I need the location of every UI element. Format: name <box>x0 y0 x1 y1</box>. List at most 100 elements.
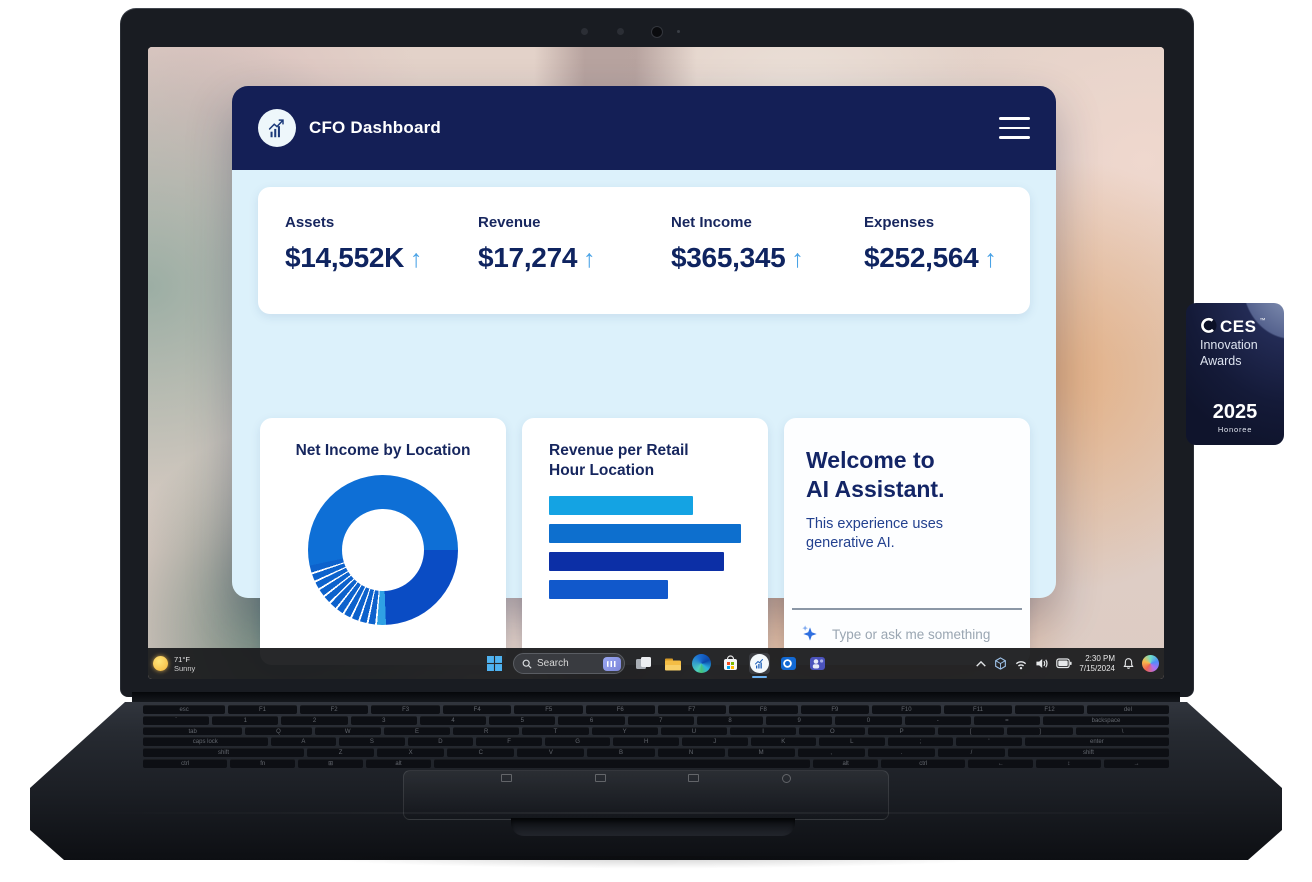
battery-icon[interactable] <box>1056 658 1073 669</box>
keyboard-key: ctrl <box>143 759 228 768</box>
sun-icon <box>153 656 168 671</box>
keyboard-key: S <box>339 737 405 747</box>
kpi-label: Net Income <box>671 214 752 231</box>
ces-logo-row: CES ™ <box>1200 317 1284 337</box>
touchpad-glyph-4 <box>782 774 792 783</box>
chart-growth-icon <box>268 119 284 138</box>
keyboard-key: K <box>750 737 817 747</box>
ai-title-line: AI Assistant. <box>806 476 945 502</box>
keyboard-row: ctrl fn ⊞ alt alt ctrl ← ↕ → <box>143 759 1170 768</box>
notification-bell-icon[interactable] <box>1122 657 1135 670</box>
keyboard-key: N <box>657 748 725 758</box>
edge-glyph <box>692 654 711 673</box>
laptop-shadow <box>150 856 1162 874</box>
cards-row: Net Income by Location Revenue per Retai… <box>260 418 1030 665</box>
window-title: CFO Dashboard <box>309 118 442 137</box>
taskbar: 71°F Sunny <box>148 648 1164 679</box>
touchpad-glyph-2 <box>594 774 606 782</box>
keyboard-key: 8 <box>696 715 764 725</box>
bar-segment <box>549 580 669 599</box>
kpi-revenue: Revenue $17,274 ↑ <box>451 214 644 274</box>
ai-title-line: Welcome to <box>806 447 935 473</box>
bar-chart-card: Revenue per Retail Hour Location <box>522 418 768 665</box>
keyboard-key: caps lock <box>143 737 268 747</box>
ai-input-field[interactable]: Type or ask me something <box>800 624 1020 644</box>
laptop-base: esc F1 F2 F3 F4 F5 F6 F7 F8 F9 F10 F11 F12 del ` 1 2 3 4 5 6… <box>30 702 1282 860</box>
keyboard-key: shift <box>143 748 305 758</box>
keyboard: esc F1 F2 F3 F4 F5 F6 F7 F8 F9 F10 F11 F12 del ` 1 2 3 4 5 6… <box>143 705 1170 768</box>
ces-logo-text: CES <box>1220 317 1257 336</box>
chart-title: Net Income by Location <box>295 442 471 459</box>
keyboard-key: U <box>660 726 727 736</box>
sparkle-icon <box>802 625 817 641</box>
trademark-symbol: ™ <box>1259 318 1266 324</box>
volume-icon[interactable] <box>1035 657 1049 670</box>
keyboard-key: F2 <box>299 705 369 714</box>
ces-award-badge: CES ™ Innovation Awards 2025 Honoree <box>1186 303 1284 445</box>
weather-widget[interactable]: 71°F Sunny <box>153 648 195 679</box>
keyboard-row: ` 1 2 3 4 5 6 7 8 9 0- = backspace <box>143 715 1169 725</box>
lid-open-notch <box>511 818 795 836</box>
teams-icon[interactable] <box>807 653 828 674</box>
keyboard-key: ← <box>968 759 1034 768</box>
keyboard-key: ; <box>887 737 954 747</box>
touch-keyboard-icon[interactable] <box>603 656 621 671</box>
up-arrow-icon: ↑ <box>410 245 423 273</box>
keyboard-key: F11 <box>943 705 1013 714</box>
keyboard-key: F4 <box>442 705 512 714</box>
kpi-label: Revenue <box>478 214 541 231</box>
system-tray: 2:30 PM 7/15/2024 <box>975 648 1159 679</box>
kpi-amount: $365,345 <box>671 242 786 273</box>
bar-segment <box>549 552 724 571</box>
weather-temp: 71°F <box>174 654 190 664</box>
keyboard-key: fn <box>230 759 296 768</box>
keyboard-key: 3 <box>350 715 417 725</box>
keyboard-key: F1 <box>228 705 297 714</box>
chevron-up-icon[interactable] <box>975 659 987 669</box>
keyboard-key: C <box>447 748 515 758</box>
clock-date: 7/15/2024 <box>1079 663 1115 673</box>
keyboard-key: del <box>1086 705 1170 714</box>
divider <box>792 608 1022 610</box>
touchpad-control-glyphs <box>500 774 792 783</box>
keyboard-key: W <box>314 726 381 736</box>
keyboard-key: V <box>517 748 585 758</box>
task-view-icon[interactable] <box>633 653 654 674</box>
keyboard-key: alt <box>366 759 431 768</box>
camera-sensor-dot <box>581 28 588 35</box>
keyboard-key <box>433 759 811 768</box>
device-cube-icon[interactable] <box>994 657 1007 670</box>
microsoft-store-icon[interactable] <box>720 653 741 674</box>
keyboard-key: F <box>476 737 542 747</box>
keyboard-key: L <box>819 737 885 747</box>
keyboard-key: F12 <box>1015 705 1084 714</box>
keyboard-key: \ <box>1076 726 1169 736</box>
outlook-icon[interactable] <box>778 653 799 674</box>
kpi-net-income: Net Income $365,345 ↑ <box>644 214 837 274</box>
cfo-dashboard-app-icon[interactable] <box>749 653 770 678</box>
clock[interactable]: 2:30 PM 7/15/2024 <box>1079 654 1115 673</box>
laptop-lid: CFO Dashboard Assets $14,552K ↑ Revenue <box>120 8 1194 697</box>
keyboard-key: F9 <box>800 705 870 714</box>
keyboard-key: enter <box>1024 737 1169 747</box>
keyboard-key: E <box>383 726 451 736</box>
keyboard-key: backspace <box>1043 715 1169 725</box>
keyboard-key: Q <box>245 726 312 736</box>
edge-browser-icon[interactable] <box>691 653 712 674</box>
task-view-glyph <box>636 657 651 669</box>
bar-segment <box>549 524 741 543</box>
search-input[interactable]: Search <box>513 653 625 674</box>
wifi-icon[interactable] <box>1014 658 1028 670</box>
kpi-expenses: Expenses $252,564 ↑ <box>837 214 1030 274</box>
kpi-value: $365,345 ↑ <box>671 242 837 274</box>
windows-logo-icon <box>487 656 502 671</box>
keyboard-key: J <box>681 737 748 747</box>
keyboard-key: F10 <box>872 705 941 714</box>
file-explorer-icon[interactable] <box>662 653 683 674</box>
windows-start-icon[interactable] <box>484 653 505 674</box>
keyboard-key: P <box>868 726 935 736</box>
camera-sensor-dot <box>617 28 624 35</box>
hamburger-menu-icon[interactable] <box>999 117 1030 139</box>
chart-growth-icon <box>755 659 763 669</box>
copilot-icon[interactable] <box>1142 655 1159 672</box>
